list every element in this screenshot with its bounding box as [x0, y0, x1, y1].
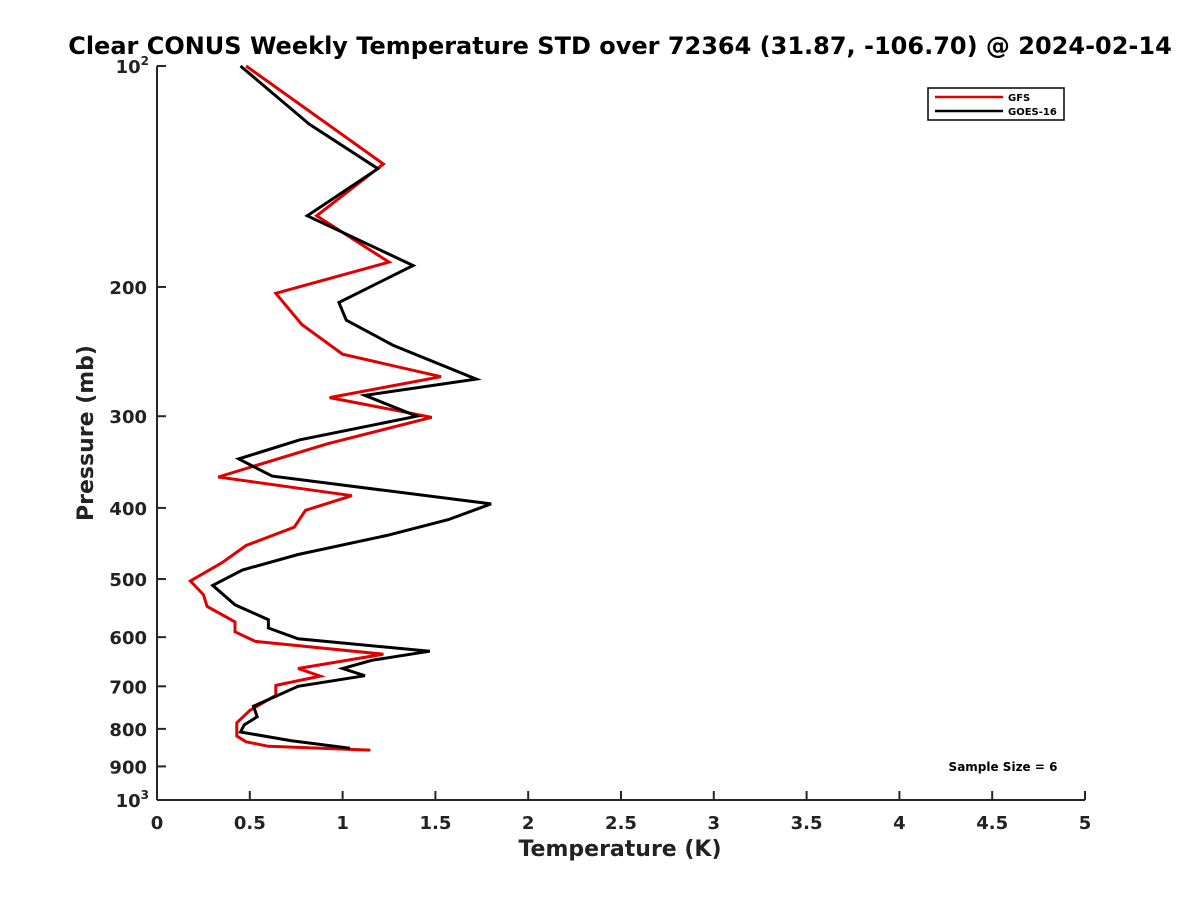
y-tick-label: 200 — [109, 278, 147, 299]
x-tick-label: 1.5 — [419, 813, 451, 834]
chart-title: Clear CONUS Weekly Temperature STD over … — [68, 32, 1172, 60]
sample-size-annotation: Sample Size = 6 — [949, 760, 1058, 774]
series-lines — [187, 64, 492, 752]
legend-label-gfs: GFS — [1008, 93, 1030, 104]
plot-axes: 0 0.5 1 1.5 2 2.5 3 3.5 4 4.5 5 102 200 300 400 500 600 7… — [109, 54, 1091, 834]
legend: GFS GOES-16 — [927, 87, 1065, 121]
y-tick-label: 400 — [109, 499, 147, 520]
x-tick-label: 0.5 — [234, 813, 266, 834]
x-tick-label: 4.5 — [976, 813, 1008, 834]
x-tick-label: 3 — [708, 813, 721, 834]
y-tick-label: 900 — [109, 757, 147, 778]
x-tick-label: 2 — [522, 813, 535, 834]
y-tick-label: 800 — [109, 720, 147, 741]
x-tick-label: 4 — [893, 813, 906, 834]
y-tick-label: 700 — [109, 677, 147, 698]
y-tick-label: 300 — [109, 407, 147, 428]
x-axis-label: Temperature (K) — [518, 837, 721, 862]
x-tick-label: 3.5 — [791, 813, 823, 834]
x-tick-label: 1 — [336, 813, 349, 834]
y-tick-label: 500 — [109, 570, 147, 591]
legend-box — [927, 87, 1065, 121]
series-line-goes16 — [210, 64, 492, 750]
y-tick-label: 103 — [116, 788, 149, 812]
y-tick-label: 600 — [109, 628, 147, 649]
x-tick-label: 2.5 — [605, 813, 637, 834]
x-tick-label: 0 — [151, 813, 164, 834]
legend-label-goes16: GOES-16 — [1008, 107, 1057, 118]
x-tick-label: 5 — [1079, 813, 1092, 834]
y-axis-label: Pressure (mb) — [74, 345, 99, 521]
y-tick-label: 102 — [116, 54, 149, 78]
